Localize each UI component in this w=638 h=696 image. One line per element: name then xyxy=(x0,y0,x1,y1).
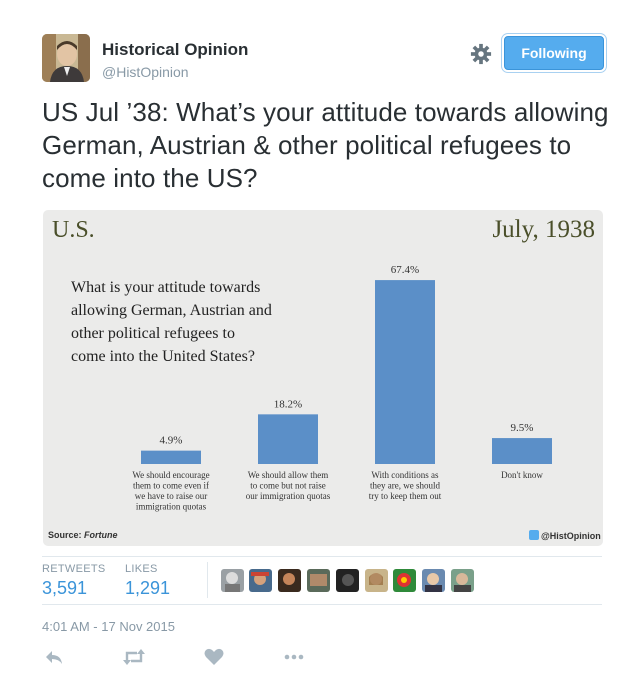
likes-count[interactable]: 1,291 xyxy=(125,578,171,598)
liker-avatar[interactable] xyxy=(422,569,445,592)
chart-value-label: 67.4% xyxy=(391,264,419,276)
retweet-icon[interactable] xyxy=(123,648,145,666)
liker-avatar[interactable] xyxy=(221,569,244,592)
chart-title-line: What is your attitude towards xyxy=(71,279,260,296)
tweet-media-chart[interactable]: U.S. July, 1938 What is your attitude to… xyxy=(43,210,603,546)
chart-source: Source: Fortune xyxy=(48,530,118,540)
chart-value-label: 9.5% xyxy=(511,422,534,434)
chart-category-label: Don't know xyxy=(501,470,543,480)
liker-avatar[interactable] xyxy=(451,569,474,592)
more-icon[interactable] xyxy=(283,648,305,666)
chart-bar xyxy=(258,414,318,464)
chart-category-label: We should encourage them to come even if w… xyxy=(132,470,209,512)
chart-category-label: We should allow them to come but not rais… xyxy=(246,470,331,501)
chart-value-label: 18.2% xyxy=(274,398,302,410)
chart-title-line: come into the United States? xyxy=(71,348,255,365)
tweet-timestamp[interactable]: 4:01 AM - 17 Nov 2015 xyxy=(42,619,175,634)
like-icon[interactable] xyxy=(203,648,225,666)
author-name[interactable]: Historical Opinion xyxy=(102,40,249,59)
author-avatar[interactable] xyxy=(42,34,90,82)
liker-avatar[interactable] xyxy=(365,569,388,592)
reply-icon[interactable] xyxy=(44,648,66,666)
likes-label[interactable]: LIKES xyxy=(125,563,158,575)
chart-svg: U.S. July, 1938 What is your attitude to… xyxy=(48,216,601,541)
chart-title-line: allowing German, Austrian and xyxy=(71,302,272,319)
following-button[interactable]: Following xyxy=(504,36,604,70)
chart-corner-right: July, 1938 xyxy=(492,216,595,243)
author-handle[interactable]: @HistOpinion xyxy=(102,64,189,80)
chart-watermark: @HistOpinion xyxy=(541,531,601,541)
gear-icon[interactable] xyxy=(470,43,492,65)
liker-avatar[interactable] xyxy=(393,569,416,592)
chart-bar xyxy=(141,450,201,464)
divider-bottom xyxy=(42,604,602,605)
stats-separator xyxy=(207,562,208,598)
avatar-image xyxy=(42,34,90,82)
liker-avatar[interactable] xyxy=(249,569,272,592)
liker-avatar[interactable] xyxy=(336,569,359,592)
liker-avatar[interactable] xyxy=(307,569,330,592)
retweets-label[interactable]: RETWEETS xyxy=(42,563,106,575)
divider-top xyxy=(42,556,602,557)
retweets-count[interactable]: 3,591 xyxy=(42,578,88,598)
source-name: Fortune xyxy=(84,530,118,540)
chart-title-line: other political refugees to xyxy=(71,325,235,342)
chart-category-label: With conditions as they are, we should try… xyxy=(369,470,442,501)
twitter-bird-icon xyxy=(529,530,539,540)
liker-avatar[interactable] xyxy=(278,569,301,592)
source-prefix: Source: xyxy=(48,530,84,540)
chart-corner-left: U.S. xyxy=(52,217,95,243)
tweet-text: US Jul ’38: What’s your attitude towards… xyxy=(42,97,609,193)
chart-title: What is your attitude towards allowing Ge… xyxy=(71,279,272,365)
chart-value-label: 4.9% xyxy=(160,435,183,447)
chart-bar xyxy=(492,438,552,464)
chart-bar xyxy=(375,280,435,464)
